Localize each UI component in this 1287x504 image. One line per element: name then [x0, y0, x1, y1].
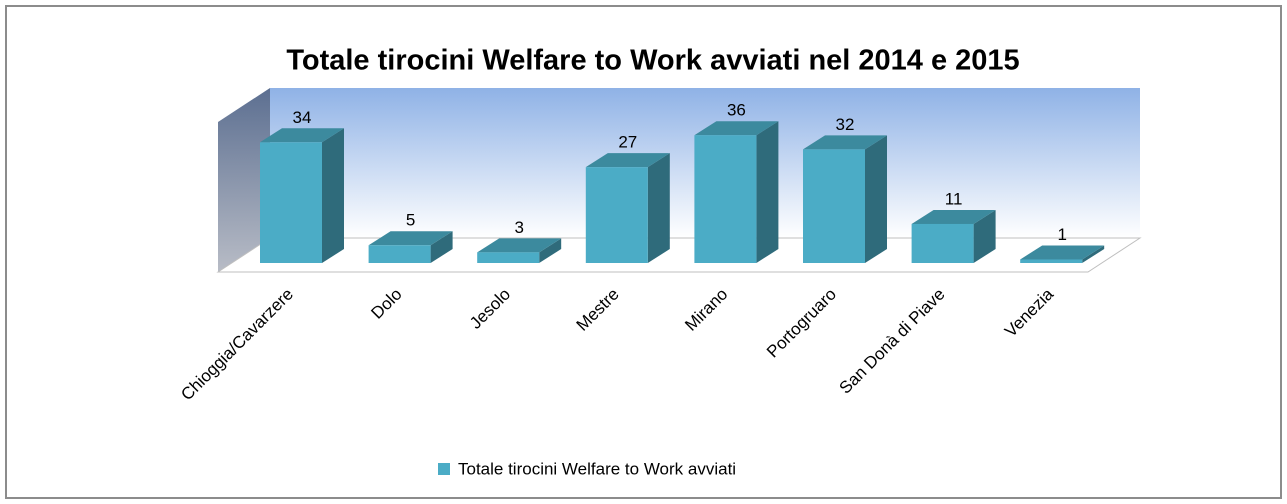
bar [694, 121, 779, 263]
chart-title: Totale tirocini Welfare to Work avviati … [286, 45, 1019, 77]
bar [260, 128, 344, 263]
floor [216, 237, 1142, 273]
bar-front [260, 142, 322, 263]
bar-top [368, 231, 453, 246]
bar-top [911, 209, 996, 224]
bar-top [694, 121, 779, 136]
bar-top [803, 135, 887, 150]
data-label: 27 [618, 133, 637, 152]
data-label: 5 [406, 211, 415, 230]
bar-top [260, 128, 344, 143]
data-label: 34 [293, 108, 312, 127]
legend-swatch [438, 463, 450, 475]
bar-side [865, 135, 887, 263]
bar-front [803, 149, 865, 263]
bar [911, 209, 996, 263]
data-label: 32 [836, 115, 855, 134]
bar-front [585, 167, 648, 263]
legend-label: Totale tirocini Welfare to Work avviati [458, 459, 736, 478]
bar [803, 135, 887, 263]
bar-top [477, 238, 562, 253]
bar [477, 238, 562, 263]
bar [1020, 245, 1105, 263]
bars [260, 121, 1105, 263]
bar-top [585, 153, 670, 168]
data-label: 36 [727, 101, 746, 120]
bar-front [911, 223, 974, 263]
bar [368, 231, 453, 263]
bar-side [647, 153, 670, 263]
bar-side [322, 128, 344, 263]
bar-front [477, 252, 540, 263]
bar-side [756, 121, 779, 263]
bar-side [539, 238, 562, 263]
side-wall [218, 88, 270, 272]
bar-front [368, 245, 431, 263]
bar [585, 153, 670, 263]
legend: Totale tirocini Welfare to Work avviati [438, 459, 736, 478]
data-label: 3 [514, 218, 523, 237]
data-label: 11 [945, 189, 963, 208]
bar-side [1082, 245, 1105, 263]
data-label: 1 [1057, 225, 1066, 244]
bar-side [430, 231, 453, 263]
bar-side [973, 209, 996, 263]
bar-front [694, 135, 757, 263]
bar-front [1020, 259, 1083, 263]
bar-top [1020, 245, 1105, 260]
